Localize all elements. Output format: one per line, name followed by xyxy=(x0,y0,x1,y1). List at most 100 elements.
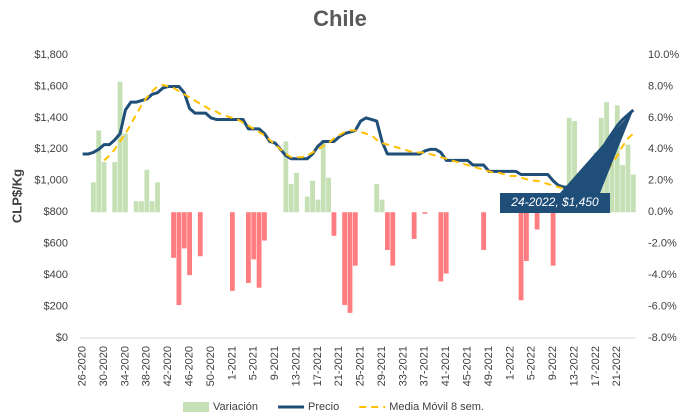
y2-tick-label: -4.0% xyxy=(648,269,677,281)
bar xyxy=(352,212,358,266)
bar xyxy=(331,212,337,236)
y2-tick-label: 4.0% xyxy=(648,143,673,155)
bar xyxy=(229,212,235,291)
bar xyxy=(374,183,380,213)
bar xyxy=(422,212,428,214)
bar xyxy=(117,81,123,213)
x-tick-label: 9-2021 xyxy=(269,346,281,380)
x-tick-label: 50-2020 xyxy=(205,346,217,386)
bar xyxy=(283,141,289,213)
legend-label: Variación xyxy=(213,401,258,413)
bar xyxy=(304,196,310,213)
line xyxy=(103,83,634,192)
bar xyxy=(144,169,150,213)
y2-tick-label: 2.0% xyxy=(648,175,673,187)
y2-tick-label: 8.0% xyxy=(648,80,673,92)
x-tick-label: 21-2022 xyxy=(611,346,623,386)
legend-label: Precio xyxy=(308,401,339,413)
bar xyxy=(347,212,353,313)
y-tick-label: $1,600 xyxy=(34,80,68,92)
bar xyxy=(390,212,396,266)
bar xyxy=(572,121,577,213)
y2-tick-label: -8.0% xyxy=(648,332,677,344)
bar xyxy=(90,182,96,213)
x-tick-label: 46-2020 xyxy=(184,346,196,386)
bar xyxy=(523,212,529,261)
legend-swatch xyxy=(183,402,209,412)
bar xyxy=(438,212,444,282)
bar xyxy=(139,201,144,213)
bar xyxy=(123,133,128,213)
y-tick-label: $600 xyxy=(44,238,68,250)
bar xyxy=(155,182,160,213)
x-tick-label: 42-2020 xyxy=(162,346,174,386)
bar xyxy=(256,212,262,288)
y-tick-label: $800 xyxy=(44,206,68,218)
x-tick-label: 25-2021 xyxy=(355,346,367,386)
y2-tick-label: -2.0% xyxy=(648,238,677,250)
bar xyxy=(112,161,118,213)
legend-label: Media Móvil 8 sem. xyxy=(389,401,484,413)
x-tick-label: 37-2021 xyxy=(419,346,431,386)
bar xyxy=(320,139,326,213)
bar xyxy=(171,212,176,258)
x-tick-label: 1-2022 xyxy=(504,346,516,380)
bar xyxy=(96,130,102,213)
x-tick-label: 9-2022 xyxy=(547,346,559,380)
x-tick-label: 29-2021 xyxy=(376,346,388,386)
x-tick-label: 17-2022 xyxy=(590,346,602,386)
line xyxy=(82,84,635,189)
x-tick-label: 38-2020 xyxy=(141,346,153,386)
bar xyxy=(176,212,182,305)
y2-tick-label: 0.0% xyxy=(648,206,673,218)
y-tick-label: $200 xyxy=(44,300,68,312)
bar xyxy=(481,212,487,250)
y-tick-label: $0 xyxy=(56,332,68,344)
y-tick-label: $400 xyxy=(44,269,68,281)
bar xyxy=(550,212,556,266)
x-tick-label: 26-2020 xyxy=(77,346,89,386)
bar xyxy=(620,165,626,213)
bar xyxy=(566,117,572,213)
x-tick-label: 5-2021 xyxy=(248,346,260,380)
bar xyxy=(342,212,348,305)
bar xyxy=(245,212,251,283)
x-tick-label: 34-2020 xyxy=(119,346,131,386)
bar xyxy=(288,183,294,213)
y-axis-label: CLP$/Kg xyxy=(9,169,24,223)
x-tick-label: 1-2021 xyxy=(226,346,238,380)
bar xyxy=(181,212,187,249)
y-tick-label: $1,000 xyxy=(34,175,68,187)
bar xyxy=(326,177,332,213)
y-tick-label: $1,200 xyxy=(34,143,68,155)
annotation: 24-2022, $1,450 xyxy=(510,195,599,209)
bar xyxy=(197,212,203,257)
chart-title: Chile xyxy=(313,6,367,31)
bar xyxy=(443,212,449,274)
bar xyxy=(101,161,107,213)
x-tick-label: 45-2021 xyxy=(462,346,474,386)
y2-tick-label: -6.0% xyxy=(648,300,677,312)
bar xyxy=(379,199,385,213)
bar xyxy=(614,105,620,213)
bar xyxy=(630,174,636,213)
callout xyxy=(500,110,634,213)
x-tick-label: 13-2022 xyxy=(568,346,580,386)
bar xyxy=(384,212,390,250)
x-tick-label: 49-2021 xyxy=(483,346,495,386)
bar xyxy=(149,201,155,213)
bar xyxy=(625,144,631,213)
y2-tick-label: 10.0% xyxy=(648,49,679,61)
x-tick-label: 33-2021 xyxy=(397,346,409,386)
bar xyxy=(262,212,267,241)
bar xyxy=(518,212,524,301)
x-tick-label: 41-2021 xyxy=(440,346,452,386)
bar xyxy=(294,172,299,213)
x-tick-label: 5-2022 xyxy=(526,346,538,380)
bar xyxy=(609,135,615,213)
y2-tick-label: 6.0% xyxy=(648,112,673,124)
bar xyxy=(411,212,417,239)
bar xyxy=(315,199,321,213)
x-tick-label: 13-2021 xyxy=(290,346,302,386)
